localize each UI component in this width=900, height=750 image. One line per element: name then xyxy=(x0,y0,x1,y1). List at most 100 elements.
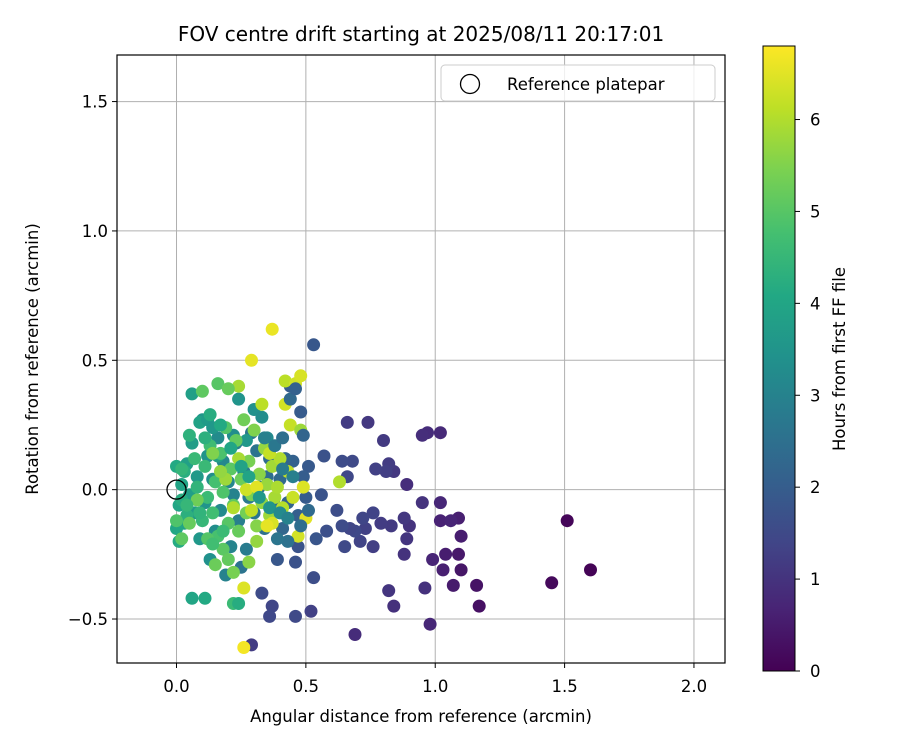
legend-marker-reference xyxy=(459,73,481,95)
chart-title: FOV centre drift starting at 2025/08/11 … xyxy=(178,22,664,46)
scatter-point xyxy=(317,449,331,463)
scatter-point xyxy=(250,480,264,494)
scatter-point xyxy=(245,503,258,517)
colorbar xyxy=(763,46,795,671)
scatter-point xyxy=(260,478,274,491)
scatter-point xyxy=(286,470,300,484)
scatter-point xyxy=(260,519,274,533)
scatter-point xyxy=(214,465,227,478)
scatter-point xyxy=(208,558,222,572)
y-tick-label: −0.5 xyxy=(68,610,108,629)
scatter-point xyxy=(263,609,277,623)
scatter-point xyxy=(296,480,310,494)
scatter-point xyxy=(247,423,261,437)
scatter-point xyxy=(208,475,222,489)
scatter-point xyxy=(291,529,305,543)
legend: Reference platepar xyxy=(440,64,716,102)
scatter-point xyxy=(584,563,597,577)
scatter-point xyxy=(356,511,370,525)
scatter-point xyxy=(283,392,297,406)
scatter-point xyxy=(433,426,447,440)
scatter-point xyxy=(309,532,323,546)
scatter-point xyxy=(232,597,246,610)
scatter-point xyxy=(426,553,440,566)
scatter-point xyxy=(400,532,414,546)
scatter-point xyxy=(234,459,248,473)
colorbar-ticks: 0 1 2 3 4 5 6 xyxy=(795,111,821,681)
scatter-point xyxy=(296,428,310,442)
scatter-point xyxy=(250,534,264,548)
scatter-point xyxy=(224,462,238,476)
y-tick-label: 0.0 xyxy=(82,481,108,500)
scatter-point xyxy=(198,431,212,445)
scatter-point xyxy=(286,490,300,504)
colorbar-tick-label: 6 xyxy=(810,111,821,130)
x-tick-label: 0.0 xyxy=(163,677,189,696)
scatter-point xyxy=(226,488,240,502)
scatter-point xyxy=(415,428,429,442)
colorbar-frame xyxy=(762,45,796,672)
scatter-point xyxy=(237,581,251,595)
scatter-points xyxy=(170,322,597,654)
scatter-point xyxy=(188,452,202,466)
scatter-point xyxy=(206,537,220,551)
scatter-point xyxy=(382,584,396,598)
scatter-point xyxy=(281,511,295,525)
scatter-point xyxy=(226,565,240,579)
scatter-point xyxy=(190,480,204,494)
scatter-point xyxy=(374,516,388,530)
scatter-point xyxy=(366,540,380,554)
scatter-point xyxy=(224,441,238,455)
x-axis-ticks: 0.0 0.5 1.0 1.5 2.0 xyxy=(163,663,707,696)
legend-box xyxy=(440,64,716,102)
reference-marker-layer xyxy=(166,479,187,500)
scatter-point xyxy=(358,522,372,535)
scatter-point xyxy=(294,519,308,533)
scatter-point xyxy=(255,410,269,424)
scatter-point xyxy=(175,462,189,476)
scatter-point xyxy=(348,628,362,641)
scatter-point xyxy=(387,599,401,613)
y-axis-label: Rotation from reference (arcmin) xyxy=(23,223,42,495)
scatter-point xyxy=(545,576,559,590)
scatter-point xyxy=(397,547,411,561)
scatter-point xyxy=(198,459,212,473)
scatter-point xyxy=(265,322,279,336)
scatter-point xyxy=(245,353,258,367)
scatter-point xyxy=(239,483,253,497)
y-tick-label: 1.5 xyxy=(82,93,108,112)
y-axis-ticks: −0.5 0.0 0.5 1.0 1.5 xyxy=(68,93,117,629)
scatter-point xyxy=(226,501,240,515)
scatter-point xyxy=(265,599,279,613)
colorbar-tick-label: 1 xyxy=(810,570,821,589)
scatter-point xyxy=(333,475,346,489)
scatter-point xyxy=(232,524,246,538)
scatter-point xyxy=(193,506,207,520)
scatter-point xyxy=(182,516,196,530)
scatter-point xyxy=(433,496,447,510)
scatter-point xyxy=(232,392,246,406)
scatter-point xyxy=(206,446,220,460)
scatter-point xyxy=(307,571,321,585)
colorbar-tick-label: 4 xyxy=(810,294,821,313)
legend-entry-reference: Reference platepar xyxy=(507,75,665,94)
x-axis-label: Angular distance from reference (arcmin) xyxy=(250,707,592,726)
scatter-point xyxy=(330,503,344,517)
scatter-point xyxy=(423,617,437,631)
scatter-point xyxy=(214,418,227,432)
scatter-point xyxy=(190,470,204,484)
scatter-point xyxy=(216,524,230,538)
x-tick-label: 2.0 xyxy=(681,677,707,696)
scatter-point xyxy=(436,563,450,577)
scatter-point xyxy=(433,514,447,528)
scatter-point xyxy=(276,431,290,445)
scatter-point xyxy=(340,415,354,429)
scatter-point xyxy=(216,542,230,556)
scatter-point xyxy=(439,547,453,561)
scatter-point xyxy=(201,490,215,504)
x-tick-label: 0.5 xyxy=(293,677,319,696)
scatter-point xyxy=(263,501,277,515)
scatter-point xyxy=(175,532,189,546)
scatter-point xyxy=(454,529,468,543)
scatter-point xyxy=(294,405,308,419)
